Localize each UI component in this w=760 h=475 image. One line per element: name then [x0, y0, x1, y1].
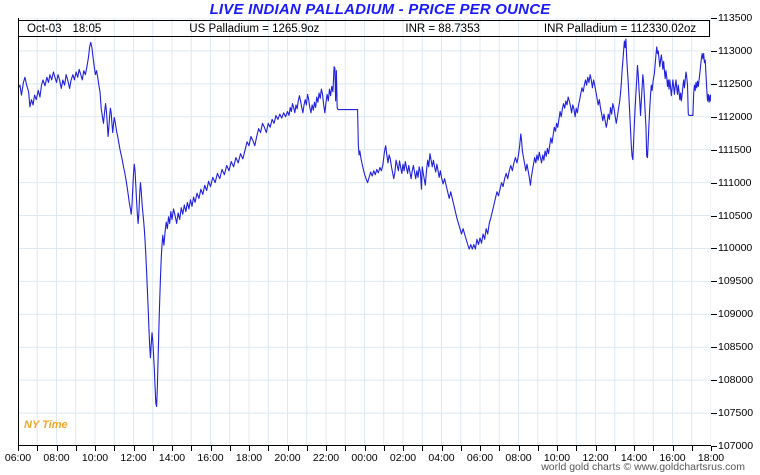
info-bar: Oct-03 18:05 US Palladium = 1265.9oz INR… [18, 20, 710, 37]
y-axis-tick [711, 380, 717, 382]
y-axis-tick [711, 314, 717, 316]
x-axis-label: 06:00 [466, 452, 494, 464]
x-axis-label: 08:00 [505, 452, 532, 464]
x-axis-label: 22:00 [312, 452, 340, 464]
x-axis-tick [691, 446, 693, 451]
x-axis-tick [480, 446, 481, 451]
x-axis-tick [56, 446, 58, 451]
x-axis-label: 16:00 [659, 452, 686, 464]
x-axis-tick [576, 446, 578, 451]
x-axis-label: 18:00 [235, 452, 263, 464]
x-axis-label: 16:00 [197, 452, 224, 464]
x-axis-tick [37, 446, 39, 451]
info-fx-rate: INR = 88.7353 [405, 22, 480, 35]
x-axis-tick [460, 446, 462, 451]
x-axis-tick [634, 446, 635, 451]
x-axis-tick [95, 446, 96, 451]
x-axis-label: 08:00 [43, 452, 70, 464]
y-axis-tick [711, 413, 717, 415]
x-axis-tick [114, 446, 116, 451]
x-axis-label: 14:00 [158, 452, 186, 464]
x-axis-label: 10:00 [543, 452, 571, 464]
x-axis-tick [518, 446, 520, 451]
y-axis-tick [711, 182, 717, 184]
timezone-label: NY Time [24, 419, 68, 431]
x-axis-label: 10:00 [81, 452, 109, 464]
x-axis-tick [152, 446, 154, 451]
y-axis-label: 110500 [718, 209, 753, 222]
x-axis-tick [364, 446, 366, 451]
x-axis-tick [18, 446, 19, 451]
x-axis-tick [557, 446, 558, 451]
x-axis-tick [75, 446, 77, 451]
x-axis-tick [229, 446, 231, 451]
y-axis-tick [711, 18, 717, 19]
x-axis-tick [191, 446, 193, 451]
y-axis-tick [711, 281, 717, 283]
y-axis-tick [711, 347, 717, 349]
x-axis-tick [499, 446, 501, 451]
x-axis-label: 12:00 [582, 452, 609, 464]
y-axis-tick [711, 83, 717, 85]
x-axis-label: 02:00 [389, 452, 417, 464]
x-axis-tick [403, 446, 404, 451]
y-axis-tick [711, 248, 717, 250]
y-axis-label: 113000 [718, 44, 753, 57]
axis-frame [18, 18, 711, 446]
footer-attribution: world gold charts © www.goldchartsrus.co… [541, 461, 745, 473]
x-axis-tick [422, 446, 424, 451]
x-axis-tick [383, 446, 385, 451]
x-axis-label: 00:00 [351, 452, 378, 464]
y-axis-label: 109500 [718, 275, 754, 288]
y-axis-label: 107000 [718, 440, 754, 452]
info-time: 18:05 [72, 22, 102, 35]
y-axis-label: 109000 [718, 308, 754, 321]
chart-gridlines [18, 18, 711, 446]
info-date: Oct-03 [27, 22, 62, 35]
x-axis-label: 18:00 [697, 452, 725, 464]
chart-plot-area [18, 18, 711, 446]
x-axis-tick [268, 446, 270, 451]
page-title: LIVE INDIAN PALLADIUM - PRICE PER OUNCE [209, 1, 551, 18]
y-axis-label: 108500 [718, 341, 754, 354]
x-axis-label: 04:00 [428, 452, 455, 464]
x-axis-label: 06:00 [4, 452, 32, 464]
y-axis-label: 111000 [718, 176, 752, 189]
x-axis-tick [287, 446, 289, 451]
y-axis-label: 108000 [718, 374, 754, 387]
info-inr-price: INR Palladium = 112330.02oz [543, 22, 697, 35]
y-axis-label: 112000 [718, 110, 753, 123]
info-us-price: US Palladium = 1265.9oz [189, 22, 320, 35]
x-axis-tick [672, 446, 674, 451]
x-axis-tick [711, 446, 712, 451]
x-axis-label: 20:00 [274, 452, 301, 464]
x-axis-tick [345, 446, 347, 451]
x-axis-tick [441, 446, 443, 451]
y-axis-tick [711, 50, 717, 52]
x-axis-tick [595, 446, 597, 451]
x-axis-tick [326, 446, 327, 451]
x-axis-tick [249, 446, 250, 451]
y-axis-label: 112500 [718, 77, 753, 90]
y-axis-tick [711, 116, 717, 118]
y-axis-tick [711, 149, 717, 151]
x-axis-label: 14:00 [620, 452, 648, 464]
y-axis-tick [711, 446, 717, 447]
x-axis-tick [537, 446, 539, 451]
y-axis-label: 111500 [718, 143, 752, 156]
x-axis-tick [210, 446, 212, 451]
x-axis-tick [653, 446, 655, 451]
price-series-line [18, 38, 711, 408]
x-axis-tick [614, 446, 616, 451]
y-axis-label: 113500 [718, 12, 753, 24]
x-axis-tick [133, 446, 135, 451]
y-axis-tick [711, 215, 717, 217]
y-axis-label: 107500 [718, 407, 754, 420]
y-axis-label: 110000 [718, 242, 753, 255]
x-axis-tick [172, 446, 173, 451]
x-axis-label: 12:00 [120, 452, 147, 464]
x-axis-tick [306, 446, 308, 451]
